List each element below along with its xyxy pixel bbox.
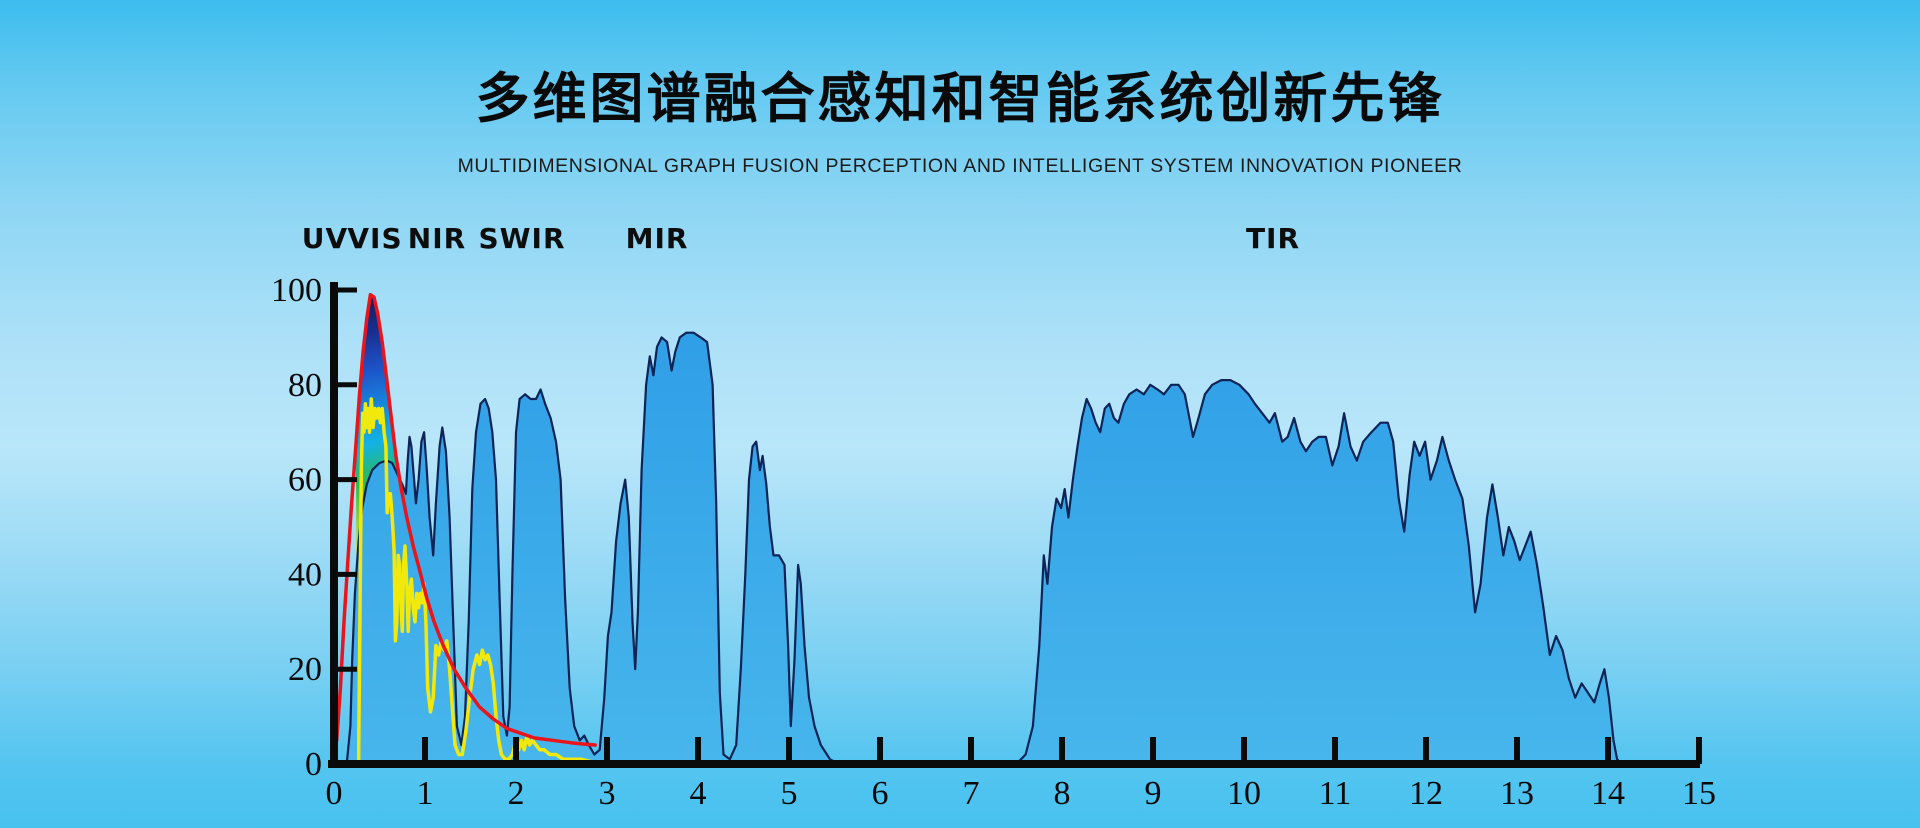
y-tick-label: 80 bbox=[288, 367, 322, 404]
x-tick-label: 3 bbox=[599, 775, 616, 812]
band-label-tir: TIR bbox=[1245, 222, 1301, 255]
band-label-swir: SWIR bbox=[478, 222, 566, 255]
x-tick-label: 8 bbox=[1054, 775, 1071, 812]
y-tick-label: 100 bbox=[271, 272, 322, 309]
y-tick-label: 20 bbox=[288, 651, 322, 688]
x-tick-label: 15 bbox=[1682, 775, 1716, 812]
x-tick-label: 2 bbox=[508, 775, 525, 812]
x-tick-label: 1 bbox=[417, 775, 434, 812]
band-label-mir: MIR bbox=[625, 222, 689, 255]
band-label-vis: VIS bbox=[347, 222, 403, 255]
x-tick-label: 0 bbox=[326, 775, 343, 812]
x-tick-label: 9 bbox=[1145, 775, 1162, 812]
x-tick-label: 11 bbox=[1319, 775, 1352, 812]
page-title: 多维图谱融合感知和智能系统创新先锋 bbox=[475, 67, 1445, 130]
band-label-uv: UV bbox=[301, 222, 349, 255]
solar-irradiance-ground-curve bbox=[356, 397, 602, 766]
x-tick-label: 7 bbox=[963, 775, 980, 812]
x-tick-label: 12 bbox=[1409, 775, 1443, 812]
x-tick-label: 4 bbox=[690, 775, 707, 812]
atmospheric-transmission-area bbox=[345, 331, 1701, 766]
x-tick-label: 13 bbox=[1500, 775, 1534, 812]
y-tick-label: 0 bbox=[305, 746, 322, 783]
band-label-nir: NIR bbox=[407, 222, 467, 255]
y-tick-label: 40 bbox=[288, 556, 322, 593]
x-tick-label: 10 bbox=[1227, 775, 1261, 812]
solar-blackbody-curve bbox=[334, 292, 597, 747]
x-tick-label: 5 bbox=[781, 775, 798, 812]
x-tick-label: 6 bbox=[872, 775, 889, 812]
page-subtitle: MULTIDIMENSIONAL GRAPH FUSION PERCEPTION… bbox=[457, 155, 1463, 177]
y-tick-label: 60 bbox=[288, 462, 322, 499]
x-tick-label: 14 bbox=[1591, 775, 1625, 812]
